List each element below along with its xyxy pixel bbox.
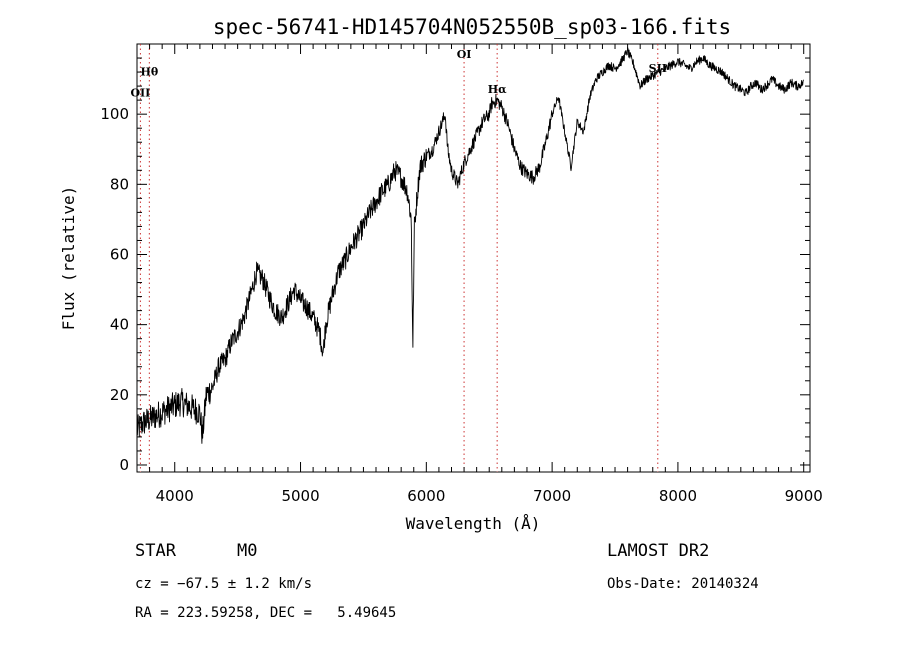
spectral-line-label: Hθ (140, 66, 158, 79)
obs-date-readout: Obs-Date: 20140324 (607, 576, 759, 592)
x-tick-label: 6000 (407, 487, 445, 505)
plot-frame (136, 43, 811, 473)
x-tick-label: 5000 (281, 487, 319, 505)
y-tick-label: 40 (110, 316, 129, 334)
y-tick-label: 60 (110, 245, 129, 263)
y-tick-label: 0 (119, 456, 129, 474)
x-tick-label: 8000 (659, 487, 697, 505)
y-tick-label: 100 (100, 105, 129, 123)
spectrum-line (136, 47, 804, 444)
x-tick-label: 4000 (156, 487, 194, 505)
survey-label: LAMOST DR2 (607, 541, 710, 561)
y-tick-label: 20 (110, 386, 129, 404)
y-axis-label: Flux (relative) (59, 186, 78, 331)
class-label: STAR (135, 541, 176, 561)
x-axis-label: Wavelength (Å) (406, 514, 541, 533)
spectral-line-label: OII (130, 87, 150, 100)
spectral-line-label: OI (457, 48, 472, 61)
x-tick-label: 7000 (533, 487, 571, 505)
subclass-label: M0 (237, 541, 258, 561)
x-tick-label: 9000 (785, 487, 823, 505)
y-tick-label: 80 (110, 175, 129, 193)
spectral-line-label: SII (649, 62, 667, 75)
redshift-readout: cz = −67.5 ± 1.2 km/s (135, 576, 313, 592)
coordinates-readout: RA = 223.59258, DEC = 5.49645 (135, 605, 397, 621)
spectral-line-label: Hα (488, 83, 507, 96)
chart-title: spec-56741-HD145704N052550B_sp03-166.fit… (213, 15, 731, 39)
